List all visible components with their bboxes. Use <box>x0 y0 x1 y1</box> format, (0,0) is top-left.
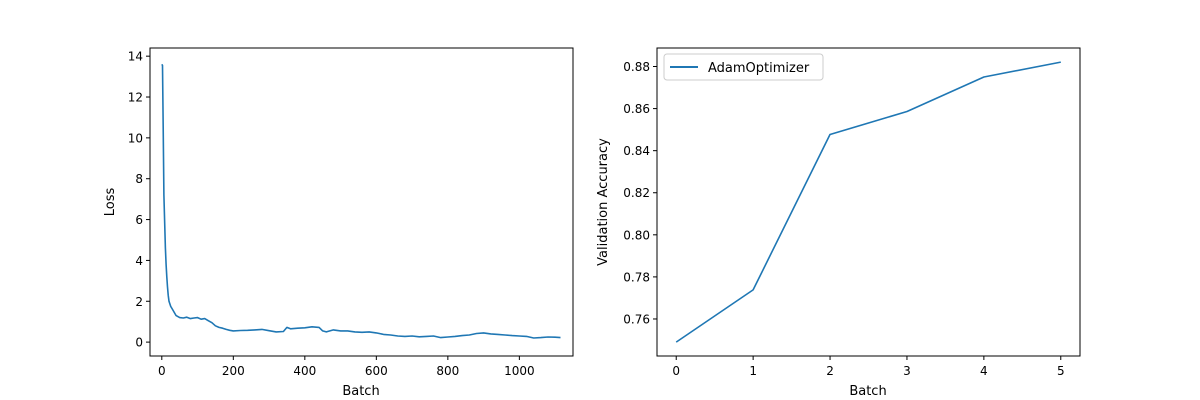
loss-x-tick-label: 400 <box>293 364 316 378</box>
accuracy-y-tick-label: 0.86 <box>623 102 650 116</box>
accuracy-x-axis-label: Batch <box>849 384 886 399</box>
legend-label: AdamOptimizer <box>708 61 810 76</box>
loss-y-tick-label: 14 <box>128 50 143 64</box>
loss-y-tick-label: 12 <box>128 91 143 105</box>
loss-series-line <box>161 63 561 339</box>
accuracy-y-tick-label: 0.76 <box>623 312 650 326</box>
accuracy-y-ticks: 0.76 0.78 0.80 0.82 0.84 0.86 0.88 <box>623 60 657 326</box>
accuracy-chart: 0 1 2 3 4 5 0.76 0.78 0.80 0.82 0.84 0.86 0.88 Batc… <box>596 47 1081 399</box>
accuracy-x-tick-label: 2 <box>826 364 834 378</box>
accuracy-y-tick-label: 0.78 <box>623 270 650 284</box>
loss-y-tick-label: 2 <box>135 295 143 309</box>
loss-y-tick-label: 10 <box>128 131 143 145</box>
loss-chart: 0 200 400 600 800 1000 0 2 4 6 8 10 12 14 Batch Loss <box>103 47 574 399</box>
accuracy-x-tick-label: 5 <box>1057 364 1065 378</box>
accuracy-y-axis-label: Validation Accuracy <box>596 138 611 266</box>
loss-plot-area <box>161 63 561 339</box>
loss-axes-frame <box>149 47 574 357</box>
accuracy-x-tick-label: 0 <box>672 364 680 378</box>
loss-x-tick-label: 0 <box>158 364 166 378</box>
accuracy-y-tick-label: 0.80 <box>623 228 650 242</box>
accuracy-x-ticks: 0 1 2 3 4 5 <box>672 356 1065 378</box>
accuracy-y-tick-label: 0.82 <box>623 186 650 200</box>
loss-x-tick-label: 800 <box>436 364 459 378</box>
loss-y-ticks: 0 2 4 6 8 10 12 14 <box>128 50 150 350</box>
loss-x-tick-label: 600 <box>365 364 388 378</box>
loss-x-ticks: 0 200 400 600 800 1000 <box>158 356 535 378</box>
loss-x-axis-label: Batch <box>342 384 379 399</box>
accuracy-y-tick-label: 0.84 <box>623 144 650 158</box>
legend: AdamOptimizer <box>663 53 824 81</box>
accuracy-axes-frame <box>656 47 1081 357</box>
loss-y-tick-label: 8 <box>135 172 143 186</box>
loss-x-tick-label: 1000 <box>504 364 535 378</box>
accuracy-y-tick-label: 0.88 <box>623 60 650 74</box>
loss-y-tick-label: 0 <box>135 336 143 350</box>
accuracy-x-tick-label: 4 <box>980 364 988 378</box>
legend-box <box>663 53 824 81</box>
accuracy-series-line <box>675 61 1061 343</box>
loss-y-tick-label: 4 <box>135 254 143 268</box>
accuracy-plot-area <box>675 61 1061 343</box>
accuracy-x-tick-label: 3 <box>903 364 911 378</box>
accuracy-x-tick-label: 1 <box>749 364 757 378</box>
loss-x-tick-label: 200 <box>222 364 245 378</box>
loss-y-axis-label: Loss <box>103 188 118 217</box>
loss-y-tick-label: 6 <box>135 213 143 227</box>
